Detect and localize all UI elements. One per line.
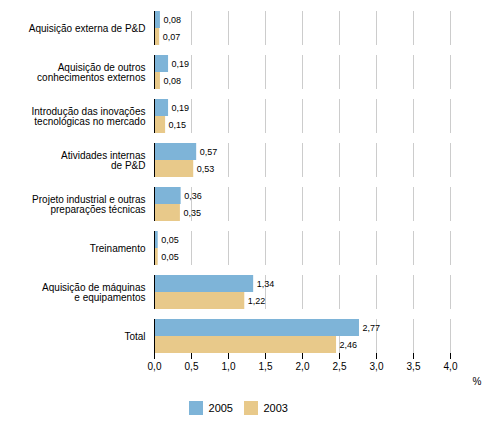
svg-text:1,22: 1,22: [248, 296, 266, 306]
svg-text:0,05: 0,05: [161, 252, 179, 262]
svg-text:0,35: 0,35: [183, 208, 201, 218]
svg-text:Aquisição de máquinase equipam: Aquisição de máquinase equipamentos: [42, 282, 145, 303]
svg-text:Atividades internasde P&D: Atividades internasde P&D: [61, 150, 146, 171]
svg-text:4,0: 4,0: [444, 361, 458, 372]
svg-text:2,5: 2,5: [333, 361, 347, 372]
html-text:2003: 2003: [263, 401, 288, 414]
svg-text:0,15: 0,15: [169, 120, 187, 130]
svg-text:Aquisição externa de P&D: Aquisição externa de P&D: [29, 23, 146, 34]
svg-text:0,53: 0,53: [197, 164, 215, 174]
svg-text:3,0: 3,0: [370, 361, 384, 372]
svg-text:0,5: 0,5: [185, 361, 199, 372]
svg-text:Projeto industrial e outraspre: Projeto industrial e outraspreparações t…: [32, 194, 145, 215]
svg-text:2,46: 2,46: [340, 340, 358, 350]
svg-text:Total: Total: [124, 331, 145, 342]
svg-text:Aquisição de outrosconheciment: Aquisição de outrosconhecimentos externo…: [37, 62, 145, 83]
svg-text:1,0: 1,0: [222, 361, 236, 372]
svg-text:Introdução das inovaçõestecnol: Introdução das inovaçõestecnológicas no …: [32, 106, 146, 127]
html-text:2005: 2005: [208, 401, 233, 414]
svg-text:2,77: 2,77: [362, 323, 380, 333]
svg-text:0,19: 0,19: [172, 59, 190, 69]
svg-text:0,0: 0,0: [148, 361, 162, 372]
svg-text:0,57: 0,57: [200, 147, 218, 157]
svg-text:0,08: 0,08: [163, 76, 181, 86]
svg-text:0,08: 0,08: [163, 15, 181, 25]
svg-text:2,0: 2,0: [296, 361, 310, 372]
svg-text:1,5: 1,5: [259, 361, 273, 372]
svg-text:%: %: [473, 376, 482, 387]
svg-text:0,07: 0,07: [163, 32, 181, 42]
svg-text:3,5: 3,5: [407, 361, 421, 372]
svg-text:0,05: 0,05: [161, 235, 179, 245]
svg-text:Treinamento: Treinamento: [90, 243, 146, 254]
svg-text:0,19: 0,19: [172, 103, 190, 113]
svg-text:1,34: 1,34: [257, 279, 275, 289]
svg-text:0,36: 0,36: [184, 191, 202, 201]
